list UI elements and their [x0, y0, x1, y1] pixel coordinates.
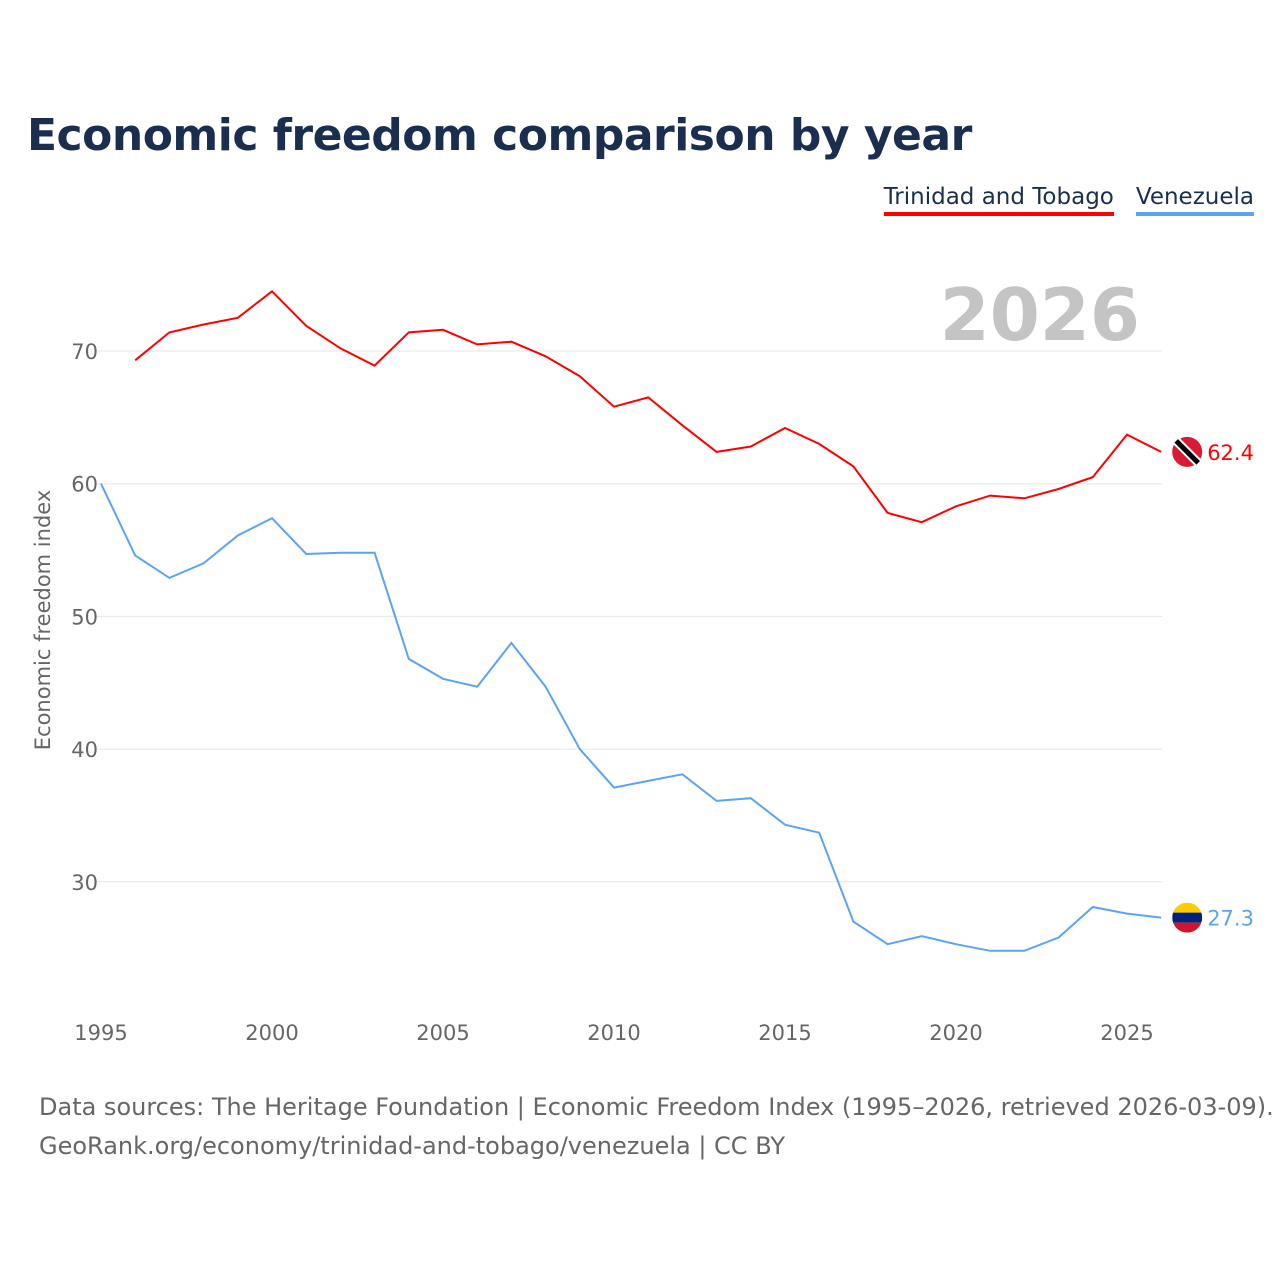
data-point[interactable]: [269, 515, 275, 521]
data-point[interactable]: [508, 339, 514, 345]
data-point[interactable]: [98, 481, 104, 487]
data-point[interactable]: [372, 550, 378, 556]
data-point[interactable]: [474, 341, 480, 347]
data-point[interactable]: [543, 684, 549, 690]
data-point[interactable]: [406, 329, 412, 335]
data-point[interactable]: [885, 941, 891, 947]
y-tick-label: 50: [71, 605, 98, 629]
x-tick-label: 2020: [929, 1021, 982, 1045]
data-point[interactable]: [850, 463, 856, 469]
x-tick-label: 2025: [1100, 1021, 1153, 1045]
data-point[interactable]: [372, 363, 378, 369]
legend-trinidad[interactable]: Trinidad and Tobago: [883, 184, 1114, 216]
data-point[interactable]: [337, 550, 343, 556]
series-line-venezuela[interactable]: [100, 483, 1162, 952]
data-point[interactable]: [987, 493, 993, 499]
x-tick-label: 2010: [587, 1021, 640, 1045]
x-tick-label: 2015: [758, 1021, 811, 1045]
data-point[interactable]: [1090, 474, 1096, 480]
x-tick-label: 2005: [416, 1021, 469, 1045]
footer: Data sources: The Heritage Foundation | …: [39, 1088, 1274, 1166]
end-value-label: 27.3: [1207, 907, 1254, 931]
data-point[interactable]: [748, 795, 754, 801]
data-point[interactable]: [850, 919, 856, 925]
data-point[interactable]: [611, 404, 617, 410]
data-point[interactable]: [611, 785, 617, 791]
legend: Trinidad and Tobago Venezuela: [883, 184, 1254, 216]
data-point[interactable]: [816, 830, 822, 836]
y-tick-label: 70: [71, 340, 98, 364]
data-point[interactable]: [645, 778, 651, 784]
data-point[interactable]: [645, 394, 651, 400]
chart-title: Economic freedom comparison by year: [27, 110, 972, 161]
data-point[interactable]: [1056, 486, 1062, 492]
data-point[interactable]: [816, 441, 822, 447]
data-point[interactable]: [406, 656, 412, 662]
data-point[interactable]: [508, 640, 514, 646]
data-point[interactable]: [953, 503, 959, 509]
year-watermark: 2026: [940, 273, 1140, 357]
trinidad-flag-icon: [1172, 436, 1203, 467]
data-point[interactable]: [543, 353, 549, 359]
data-point[interactable]: [337, 345, 343, 351]
data-point[interactable]: [782, 822, 788, 828]
data-point[interactable]: [885, 510, 891, 516]
data-point[interactable]: [474, 684, 480, 690]
data-point[interactable]: [132, 357, 138, 363]
data-point[interactable]: [235, 532, 241, 538]
data-point[interactable]: [166, 575, 172, 581]
data-point[interactable]: [235, 315, 241, 321]
data-point[interactable]: [440, 327, 446, 333]
data-point[interactable]: [303, 551, 309, 557]
data-point[interactable]: [1021, 495, 1027, 501]
data-point[interactable]: [577, 373, 583, 379]
data-point[interactable]: [1056, 935, 1062, 941]
y-axis-label: Economic freedom index: [31, 490, 55, 751]
data-point[interactable]: [748, 444, 754, 450]
data-point[interactable]: [1021, 948, 1027, 954]
data-point[interactable]: [679, 771, 685, 777]
data-point[interactable]: [679, 422, 685, 428]
legend-venezuela[interactable]: Venezuela: [1135, 184, 1254, 216]
x-tick-label: 1995: [74, 1021, 127, 1045]
data-point[interactable]: [1124, 432, 1130, 438]
data-point[interactable]: [1090, 904, 1096, 910]
data-point[interactable]: [201, 560, 207, 566]
data-point[interactable]: [714, 798, 720, 804]
y-tick-label: 40: [71, 738, 98, 762]
footer-link[interactable]: GeoRank.org/economy/trinidad-and-tobago/…: [39, 1132, 786, 1160]
data-point[interactable]: [919, 933, 925, 939]
data-point[interactable]: [987, 948, 993, 954]
data-point[interactable]: [303, 323, 309, 329]
x-tick-label: 2000: [245, 1021, 298, 1045]
data-point[interactable]: [919, 519, 925, 525]
data-point[interactable]: [577, 746, 583, 752]
data-point[interactable]: [1158, 915, 1164, 921]
series-line-trinidad[interactable]: [134, 289, 1162, 524]
data-point[interactable]: [953, 941, 959, 947]
y-tick-label: 30: [71, 871, 98, 895]
data-point[interactable]: [1124, 911, 1130, 917]
data-point[interactable]: [1158, 449, 1164, 455]
data-point[interactable]: [166, 329, 172, 335]
data-point[interactable]: [440, 676, 446, 682]
y-tick-label: 60: [71, 473, 98, 497]
venezuela-flag-icon: [1172, 902, 1203, 933]
footer-sources: Data sources: The Heritage Foundation | …: [39, 1093, 1274, 1121]
data-point[interactable]: [201, 321, 207, 327]
data-point[interactable]: [714, 449, 720, 455]
data-point[interactable]: [132, 552, 138, 558]
data-point[interactable]: [269, 288, 275, 294]
data-point[interactable]: [782, 425, 788, 431]
end-value-label: 62.4: [1207, 441, 1254, 465]
